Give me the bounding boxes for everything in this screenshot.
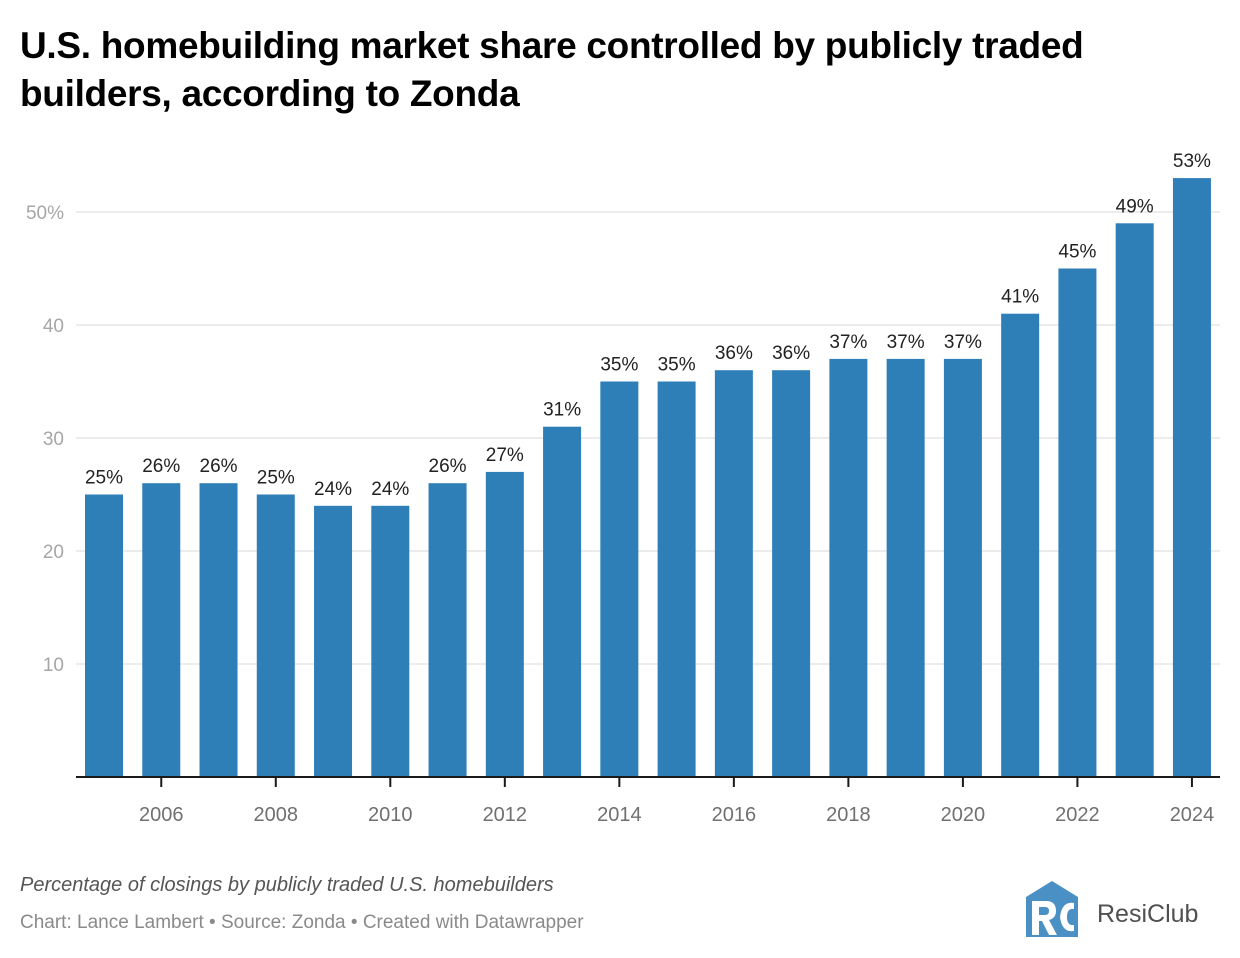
data-label: 49% [1116,196,1154,217]
bar-2017 [772,370,811,777]
x-tick-label: 2010 [368,804,413,826]
bar-2010 [371,505,410,777]
x-tick-label: 2024 [1170,804,1215,826]
bar-2023 [1115,223,1154,778]
resiclub-logo-icon [1026,881,1078,937]
data-label: 26% [429,456,467,477]
y-tick-label: 50% [26,203,64,224]
x-tick-label: 2014 [597,804,642,826]
data-label: 36% [715,343,753,364]
bar-2006 [142,483,181,777]
data-labels: 25% 26% 26% 25% 24% 24% 26% 27% 31% 35% 35% 36% 36% 3… [85,151,1211,500]
data-label: 35% [658,355,696,376]
x-tick-label: 2020 [941,804,986,826]
bar-2005 [85,494,123,777]
data-label: 41% [1001,287,1039,308]
gridlines [76,211,1220,665]
x-tick-label: 2018 [826,804,871,826]
data-label: 31% [543,400,581,421]
bar-2007 [199,483,238,777]
bar-2021 [1001,313,1040,777]
bar-2020 [943,358,982,777]
bar-2012 [485,471,524,777]
y-tick-label: 20 [43,542,64,563]
bar-2016 [714,370,753,777]
x-tick-label: 2008 [254,804,299,826]
bar-2013 [543,426,582,777]
bar-chart: 10 20 30 40 50% 25% 26% 26% 25% 24% 24% 26% 27% 31% 3… [26,151,1220,826]
bar-2018 [829,358,868,777]
x-tick-label: 2006 [139,804,184,826]
data-label: 24% [314,479,352,500]
logo-text: ResiClub [1097,900,1199,928]
data-label: 45% [1058,242,1096,263]
bar-2009 [314,505,353,777]
chart-description: Percentage of closings by publicly trade… [20,874,554,896]
data-label: 26% [142,456,180,477]
data-label: 25% [257,468,295,489]
y-axis-ticks: 10 20 30 40 50% [26,203,64,676]
data-label: 37% [829,332,867,353]
bar-2008 [256,494,295,777]
bar-2019 [886,358,925,777]
data-label: 24% [371,479,409,500]
bar-2022 [1058,268,1097,777]
data-label: 37% [944,332,982,353]
x-tick-label: 2016 [712,804,757,826]
bars [85,178,1211,778]
chart-title: U.S. homebuilding market share controlle… [20,25,1084,114]
y-tick-label: 10 [43,655,64,676]
data-label: 27% [486,445,524,466]
x-axis-ticks: 2006 2008 2010 2012 2014 2016 2018 2020 2022 2024 [139,777,1214,826]
bar-2014 [600,381,639,777]
bar-2024 [1172,178,1211,778]
data-label: 35% [600,355,638,376]
y-tick-label: 40 [43,316,64,337]
data-label: 25% [85,468,123,489]
x-tick-label: 2022 [1055,804,1100,826]
y-tick-label: 30 [43,429,64,450]
bar-2015 [657,381,696,777]
data-label: 37% [887,332,925,353]
data-label: 26% [200,456,238,477]
bar-2011 [428,483,467,777]
data-label: 36% [772,343,810,364]
chart-credit: Chart: Lance Lambert • Source: Zonda • C… [20,912,584,933]
x-tick-label: 2012 [483,804,528,826]
data-label: 53% [1173,151,1211,172]
